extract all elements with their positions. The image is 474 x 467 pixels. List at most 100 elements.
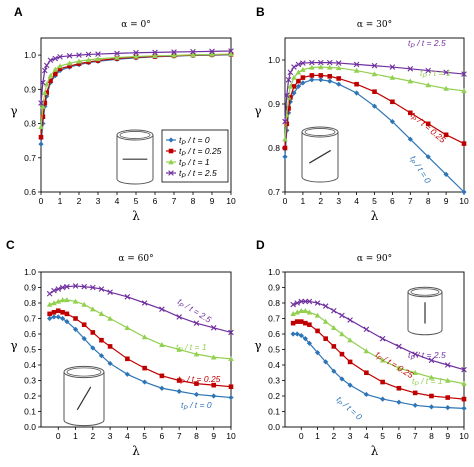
data-point: [152, 49, 158, 56]
data-point: [44, 90, 49, 96]
series-tp25: [38, 48, 234, 106]
data-point: [282, 145, 288, 151]
data-point: [379, 335, 386, 342]
y-tick-label: 0.0: [268, 422, 280, 432]
y-tick-label: 0.3: [24, 376, 36, 386]
data-point: [443, 132, 449, 138]
data-point: [290, 311, 296, 317]
data-point: [461, 141, 467, 146]
data-point: [396, 399, 402, 405]
data-point: [412, 402, 418, 408]
data-point: [323, 336, 328, 341]
data-point: [46, 290, 53, 297]
data-point: [141, 334, 148, 340]
data-point: [81, 301, 87, 307]
fiber: [76, 386, 92, 411]
data-point: [48, 78, 53, 84]
data-point: [326, 59, 333, 66]
data-point: [171, 52, 177, 58]
data-point: [99, 337, 104, 343]
y-tick-label: 0.6: [24, 187, 36, 197]
series-tp25: [290, 298, 467, 373]
x-tick-label: 4: [115, 196, 120, 206]
data-point: [64, 319, 70, 325]
data-point: [347, 382, 353, 388]
data-point: [302, 336, 308, 342]
series-line: [284, 62, 465, 122]
data-point: [371, 103, 378, 109]
y-tick-label: 0.7: [24, 314, 36, 324]
x-tick-label: 8: [429, 431, 434, 441]
data-point: [389, 64, 396, 70]
data-point: [171, 49, 177, 55]
data-point: [51, 300, 57, 306]
x-tick-label: 3: [108, 431, 113, 441]
data-point: [228, 48, 234, 54]
data-point: [306, 298, 313, 305]
data-point: [286, 106, 291, 111]
data-point: [90, 345, 96, 351]
y-tick-label: 0.1: [24, 407, 36, 417]
series-tp25: [282, 59, 467, 125]
y-axis-label: γ: [10, 104, 17, 118]
data-point: [47, 311, 52, 317]
data-point: [81, 322, 87, 327]
x-tick-label: 9: [211, 431, 216, 441]
data-point: [209, 48, 215, 55]
data-point: [318, 77, 324, 83]
x-tick-label: 5: [372, 196, 377, 206]
x-tick-label: 1: [58, 196, 63, 206]
data-point: [443, 69, 449, 76]
data-point: [38, 134, 44, 140]
data-point: [290, 301, 296, 308]
data-point: [141, 300, 148, 306]
y-tick-label: 0.4: [24, 360, 36, 370]
data-point: [314, 312, 321, 318]
data-point: [331, 344, 337, 349]
cylinder-top-inner: [410, 288, 440, 296]
data-point: [444, 362, 451, 368]
data-point: [73, 316, 78, 321]
data-point: [323, 359, 329, 365]
data-point: [339, 312, 345, 319]
data-point: [211, 393, 217, 399]
data-point: [40, 120, 46, 127]
curve-label: tP / t = 0.25: [178, 374, 221, 386]
x-tick-label: 7: [172, 196, 177, 206]
data-point: [59, 315, 66, 322]
data-point: [461, 88, 467, 93]
data-point: [300, 66, 306, 72]
data-point: [176, 346, 182, 352]
data-point: [72, 298, 79, 304]
legend-marker: [168, 170, 174, 176]
data-point: [133, 53, 139, 59]
data-point: [363, 326, 370, 333]
data-point: [363, 391, 369, 398]
data-point: [38, 100, 44, 106]
panel-a: Aα = 0° 0 1 2 3 4 5 6 7 8 9 10 0.6 0.7 0.8 0.9 1.0 λ γ tP /…: [10, 5, 236, 223]
data-point: [298, 332, 304, 339]
data-point: [371, 62, 378, 69]
data-point: [38, 141, 44, 147]
data-point: [326, 64, 333, 70]
data-point: [407, 66, 414, 72]
data-point: [72, 283, 79, 289]
data-point: [85, 57, 92, 63]
data-point: [72, 326, 79, 332]
data-point: [125, 356, 130, 362]
data-point: [228, 356, 234, 361]
x-tick-label: 0: [39, 196, 44, 206]
cylinder-fiber-icon: [301, 126, 339, 183]
data-point: [57, 66, 63, 72]
data-point: [124, 325, 131, 330]
y-tick-label: 0.8: [24, 119, 36, 129]
x-tick-label: 3: [336, 196, 341, 206]
series-tp0: [290, 331, 467, 411]
data-point: [380, 379, 385, 385]
panel-c: Cα = 60° 0 1 2 3 4 5 6 7 8 9 10 0.0 0.1 0.2 0.3 0.4 0.5 0.…: [6, 238, 236, 458]
y-tick-label: 0.3: [268, 376, 280, 386]
data-point: [347, 337, 353, 343]
y-tick-label: 0.7: [24, 153, 36, 163]
data-point: [209, 51, 215, 57]
data-point: [81, 283, 87, 290]
